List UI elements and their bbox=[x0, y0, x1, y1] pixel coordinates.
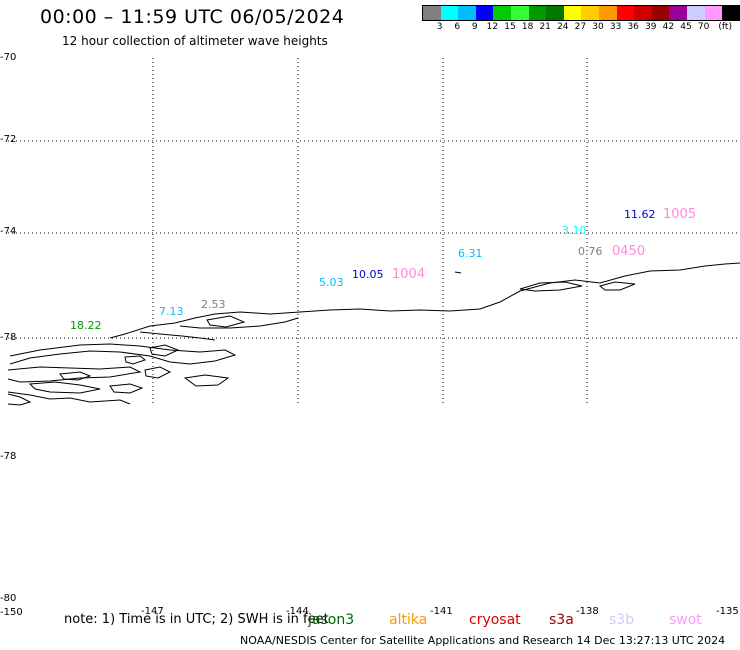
colorbar-swatch bbox=[598, 6, 617, 20]
cycle-label: 1004 bbox=[392, 267, 426, 282]
lat-label-78a: -78 bbox=[0, 332, 17, 343]
colorbar-label: 3 bbox=[436, 22, 443, 32]
colorbar-swatch bbox=[563, 6, 582, 20]
wave-label: 3.10 bbox=[562, 224, 587, 237]
inland-10 bbox=[7, 393, 32, 406]
wave-label: 10.05 bbox=[352, 268, 384, 281]
inland-8 bbox=[7, 391, 131, 405]
lat-label-74: -74 bbox=[0, 226, 17, 237]
inland-2 bbox=[149, 344, 180, 357]
colorbar-label: 24 bbox=[557, 22, 569, 32]
inland-11 bbox=[124, 355, 147, 365]
lon-label-147: -147 bbox=[141, 606, 164, 617]
inland-12 bbox=[454, 271, 462, 274]
lon-label-144: -144 bbox=[286, 606, 309, 617]
coastline bbox=[7, 262, 740, 406]
ice-shelf-edge bbox=[109, 262, 740, 339]
lon-label-150: -150 bbox=[0, 607, 23, 618]
lon-label-141: -141 bbox=[430, 606, 453, 617]
wave-label: 2.53 bbox=[201, 298, 226, 311]
wave-height-colorbar bbox=[422, 5, 740, 21]
inland-6 bbox=[28, 381, 101, 394]
footnote: note: 1) Time is in UTC; 2) SWH is in fe… bbox=[64, 612, 329, 627]
lon-label-135: -135 bbox=[716, 606, 739, 617]
colorbar-label: 6 bbox=[454, 22, 461, 32]
map-subtitle: 12 hour collection of altimeter wave hei… bbox=[62, 34, 328, 48]
colorbar-swatch bbox=[440, 6, 459, 20]
colorbar-swatch bbox=[651, 6, 670, 20]
inland-9 bbox=[59, 371, 92, 381]
coast-lower-1 bbox=[179, 317, 299, 329]
inland-5 bbox=[183, 374, 230, 387]
colorbar-label: 70 bbox=[697, 22, 710, 32]
wave-label: 7.13 bbox=[159, 305, 184, 318]
coast-lower-2 bbox=[139, 331, 216, 341]
legend-swot: swot bbox=[669, 612, 702, 628]
colorbar-swatch bbox=[475, 6, 494, 20]
cycle-label: 1005 bbox=[663, 207, 697, 222]
legend-jason3: jason3 bbox=[308, 612, 355, 628]
lat-label-72: -72 bbox=[0, 134, 17, 145]
colorbar-label: (ft) bbox=[718, 22, 732, 32]
inland-1 bbox=[9, 343, 237, 365]
inland-7 bbox=[109, 383, 144, 394]
wave-label: 5.03 bbox=[319, 276, 344, 289]
colorbar-swatch bbox=[528, 6, 547, 20]
colorbar-swatch bbox=[616, 6, 635, 20]
inland-3 bbox=[7, 366, 142, 383]
colorbar-swatch bbox=[686, 6, 705, 20]
inland-4 bbox=[144, 366, 172, 379]
colorbar-swatch bbox=[458, 6, 476, 20]
colorbar-swatch bbox=[581, 6, 599, 20]
wave-label: 0.76 bbox=[578, 245, 603, 258]
lat-label-78b: -78 bbox=[0, 451, 17, 462]
colorbar-swatch bbox=[634, 6, 652, 20]
legend-cryosat: cryosat bbox=[469, 612, 521, 628]
island-3 bbox=[206, 315, 246, 328]
island-2 bbox=[598, 281, 636, 291]
colorbar-label: 42 bbox=[662, 22, 675, 32]
colorbar-swatch bbox=[546, 6, 564, 20]
wave-label: 11.62 bbox=[624, 208, 656, 221]
lon-label-138: -138 bbox=[576, 606, 599, 617]
colorbar-swatch bbox=[493, 6, 511, 20]
map-title: 00:00 – 11:59 UTC 06/05/2024 bbox=[40, 6, 345, 28]
cycle-label: 0450 bbox=[612, 244, 646, 259]
colorbar-label: 15 bbox=[504, 22, 516, 32]
colorbar-label: 45 bbox=[680, 22, 692, 32]
colorbar-label: 39 bbox=[645, 22, 657, 32]
wave-label: 6.31 bbox=[458, 247, 483, 260]
colorbar-label: 33 bbox=[609, 22, 622, 32]
lat-label-70: -70 bbox=[0, 52, 17, 63]
map-gridlines bbox=[8, 58, 740, 405]
legend-altika: altika bbox=[389, 612, 428, 628]
island-1 bbox=[519, 281, 583, 292]
colorbar-label: 27 bbox=[574, 22, 587, 32]
colorbar-label: 36 bbox=[627, 22, 639, 32]
colorbar-swatch bbox=[510, 6, 529, 20]
colorbar-label: 21 bbox=[539, 22, 551, 32]
colorbar-swatch bbox=[722, 6, 740, 20]
colorbar-label: 30 bbox=[592, 22, 604, 32]
colorbar-swatch bbox=[423, 6, 441, 20]
legend-s3b: s3b bbox=[609, 612, 635, 628]
colorbar-swatch bbox=[704, 6, 723, 20]
colorbar-label: 9 bbox=[471, 22, 478, 32]
wave-label: 18.22 bbox=[70, 319, 102, 332]
colorbar-label: 12 bbox=[486, 22, 499, 32]
lat-label-80: -80 bbox=[0, 593, 17, 604]
colorbar-swatch bbox=[669, 6, 687, 20]
colorbar-label: 18 bbox=[521, 22, 534, 32]
footer-credit: NOAA/NESDIS Center for Satellite Applica… bbox=[240, 634, 726, 647]
legend-s3a: s3a bbox=[549, 612, 574, 628]
